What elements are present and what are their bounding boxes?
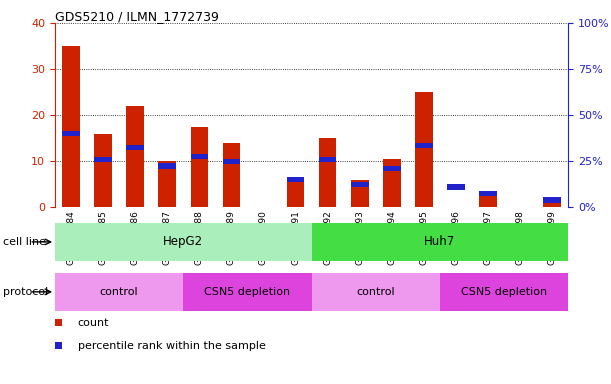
Text: cell line: cell line (3, 237, 46, 247)
Text: GDS5210 / ILMN_1772739: GDS5210 / ILMN_1772739 (55, 10, 219, 23)
Bar (126, 106, 144, 207)
Bar (222, 159, 240, 164)
Bar (287, 177, 304, 182)
Text: Huh7: Huh7 (424, 235, 456, 248)
Text: HepG2: HepG2 (163, 235, 203, 248)
Text: control: control (100, 287, 139, 297)
Bar (94, 157, 112, 162)
Bar (158, 163, 176, 169)
Bar (62, 46, 80, 207)
Bar (191, 127, 208, 207)
Bar (479, 191, 497, 196)
Bar (383, 166, 401, 171)
Bar (319, 157, 337, 162)
Text: CSN5 depletion: CSN5 depletion (461, 287, 547, 297)
Bar (447, 184, 465, 190)
Bar (55, 223, 312, 261)
Bar (183, 273, 312, 311)
Bar (543, 197, 561, 203)
Bar (479, 194, 497, 207)
Bar (543, 198, 561, 207)
Bar (440, 273, 568, 311)
Bar (62, 131, 80, 136)
Text: percentile rank within the sample: percentile rank within the sample (78, 341, 265, 351)
Bar (319, 138, 337, 207)
Bar (55, 273, 183, 311)
Bar (191, 154, 208, 159)
Text: control: control (356, 287, 395, 297)
Bar (351, 182, 368, 187)
Bar (94, 134, 112, 207)
Bar (351, 180, 368, 207)
Bar (126, 145, 144, 150)
Text: count: count (78, 318, 109, 328)
Bar (312, 223, 568, 261)
Bar (415, 143, 433, 148)
Bar (312, 273, 440, 311)
Bar (222, 143, 240, 207)
Bar (158, 161, 176, 207)
Text: protocol: protocol (3, 287, 48, 297)
Bar (415, 92, 433, 207)
Text: CSN5 depletion: CSN5 depletion (205, 287, 290, 297)
Bar (287, 180, 304, 207)
Bar (383, 159, 401, 207)
